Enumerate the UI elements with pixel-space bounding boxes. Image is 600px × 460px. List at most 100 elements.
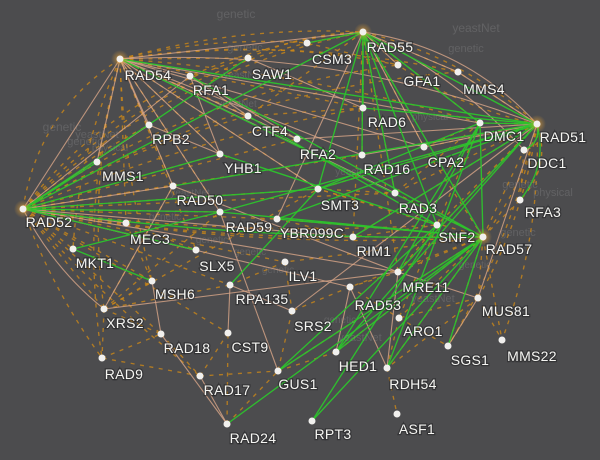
edge-physical-SRS2-RPA135: [229, 284, 293, 312]
node-RAD51[interactable]: [533, 120, 541, 128]
edge-other-network-RAD57-MMS22: [482, 236, 503, 341]
edge-physical-RAD55-MMS4: [362, 31, 459, 73]
node-MEC3[interactable]: [122, 219, 130, 227]
edge-genetic-SNF2-RPT3: [311, 224, 438, 422]
edge-other-network-RAD18-RAD17: [160, 333, 201, 377]
node-RPA135[interactable]: [226, 281, 234, 289]
node-SRS2[interactable]: [288, 307, 296, 315]
node-XRS2[interactable]: [100, 305, 108, 313]
edge-physical-RAD50-XRS2: [103, 185, 174, 310]
node-RAD9[interactable]: [98, 354, 106, 362]
edge-physical-RAD54-RAD55: [119, 31, 364, 60]
node-RAD55[interactable]: [359, 28, 367, 36]
node-SLX5[interactable]: [192, 246, 200, 254]
node-MMS22[interactable]: [498, 336, 506, 344]
node-RFA1[interactable]: [186, 72, 194, 80]
node-MUS81[interactable]: [474, 294, 482, 302]
edge-other-network-RAD52-RAD17: [22, 208, 201, 377]
edge-physical-CTF4-RFA1: [189, 75, 249, 117]
edge-physical-RDH54-RAD53: [349, 286, 388, 369]
edge-physical-RAD51-RFA2: [296, 123, 538, 140]
node-CSM3[interactable]: [303, 39, 311, 47]
node-CTF4[interactable]: [244, 112, 252, 120]
edge-genetic-RAD55-RAD52: [22, 31, 364, 210]
node-SMT3[interactable]: [314, 185, 322, 193]
node-RAD50[interactable]: [169, 182, 177, 190]
edge-other-network-RDH54-ASF1: [386, 367, 398, 415]
node-YHB1[interactable]: [216, 150, 224, 158]
edge-physical-RPB2-YHB1: [148, 124, 221, 155]
node-RAD57[interactable]: [479, 233, 487, 241]
edge-other-network-YBR099C-RIM1: [276, 218, 354, 238]
edge-other-network-XRS2-RAD18: [103, 308, 162, 335]
node-label-CTF4: CTF4: [252, 123, 288, 139]
edge-physical-RAD55-CPA2: [362, 31, 425, 148]
node-label-MMS4: MMS4: [463, 81, 505, 97]
edge-physical-RAD55-YBR099C: [276, 31, 364, 220]
edge-other-network-RAD52-GFA1: [22, 64, 399, 210]
node-label-SRS2: SRS2: [294, 318, 332, 334]
edge-other-network-XRS2-MSH6: [103, 280, 153, 310]
edge-physical-RAD24-RAD17: [199, 375, 228, 425]
edge-other-network-RAD52-RIM1: [22, 208, 354, 238]
node-RFA2[interactable]: [293, 135, 301, 143]
node-RIM1[interactable]: [349, 233, 357, 241]
node-GUS1[interactable]: [274, 367, 282, 375]
node-MRE11[interactable]: [394, 268, 402, 276]
edge-source-watermark: yeastNet: [170, 188, 210, 199]
node-RAD54[interactable]: [116, 55, 124, 63]
node-RAD24[interactable]: [223, 420, 231, 428]
node-DMC1[interactable]: [476, 119, 484, 127]
node-MSH6[interactable]: [148, 277, 156, 285]
node-RAD52[interactable]: [19, 205, 27, 213]
node-YBR099C[interactable]: [273, 215, 281, 223]
edge-source-watermark: genetic: [502, 179, 538, 191]
node-RAD17[interactable]: [196, 372, 204, 380]
edge-other-network-XRS2-RAD9: [101, 308, 105, 359]
edge-other-network-XRS2-RPA135: [103, 284, 231, 310]
node-SGS1[interactable]: [444, 342, 452, 350]
node-label-CPA2: CPA2: [428, 154, 465, 170]
node-MMS1[interactable]: [93, 158, 101, 166]
node-CPA2[interactable]: [420, 143, 428, 151]
watermark-layer: geneticyeastNetgeneticgeneticyeastNetyea…: [43, 7, 573, 344]
edge-genetic-RAD51-RIM1: [352, 123, 538, 238]
node-RPB2[interactable]: [145, 121, 153, 129]
node-RDH54[interactable]: [383, 364, 391, 372]
node-MMS4[interactable]: [454, 68, 462, 76]
node-RAD3[interactable]: [391, 189, 399, 197]
edge-source-watermark: genetic: [448, 43, 484, 55]
node-DDC1[interactable]: [520, 146, 528, 154]
node-RAD16[interactable]: [358, 151, 366, 159]
edge-other-network-RAD52-RAD57: [22, 208, 484, 242]
node-RPT3[interactable]: [308, 417, 316, 425]
edge-genetic-RAD51-RAD59: [219, 123, 538, 213]
node-RAD59[interactable]: [216, 208, 224, 216]
edge-other-network-RAD51-MMS22: [501, 123, 539, 341]
node-SAW1[interactable]: [244, 54, 252, 62]
node-GFA1[interactable]: [394, 61, 402, 69]
edge-source-watermark: physical: [412, 112, 448, 123]
edge-other-network-MUS81-MMS22: [477, 297, 503, 341]
node-RAD53[interactable]: [346, 283, 354, 291]
node-RAD18[interactable]: [157, 330, 165, 338]
edge-physical-RAD54-YHB1: [119, 58, 221, 155]
node-CST9[interactable]: [224, 329, 232, 337]
edge-source-watermark: physical: [92, 143, 128, 154]
node-RFA3[interactable]: [516, 196, 524, 204]
node-HED1[interactable]: [332, 348, 340, 356]
node-label-RAD16: RAD16: [364, 161, 411, 177]
node-ILV1[interactable]: [281, 258, 289, 266]
node-SNF2[interactable]: [433, 221, 441, 229]
edge-other-network-RAD54-RAD55: [119, 30, 364, 60]
edge-other-network-RAD52-YBR099C: [22, 208, 278, 220]
edge-other-network-RAD54-RAD6: [119, 58, 364, 109]
node-RAD6[interactable]: [359, 104, 367, 112]
node-ASF1[interactable]: [393, 410, 401, 418]
node-MKT1[interactable]: [69, 245, 77, 253]
edge-source-watermark: genetic: [500, 227, 536, 239]
node-ARO1[interactable]: [395, 314, 403, 322]
edge-other-network-MEC3-MSH6: [125, 222, 153, 282]
